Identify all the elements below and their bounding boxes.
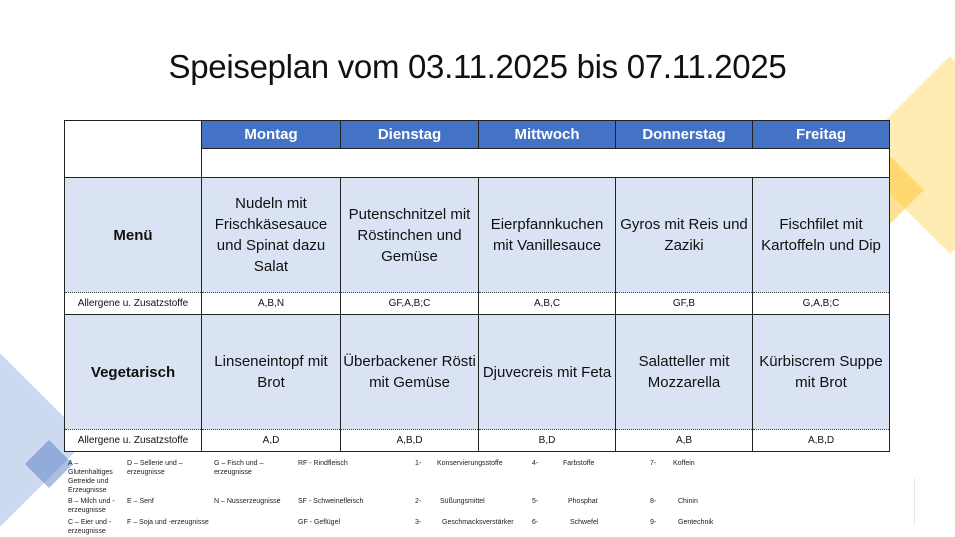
legend-num: 2- [415,498,422,505]
dish-cell: Djuvecreis mit Feta [478,314,616,430]
day-header: Donnerstag [615,120,753,149]
allergen-cell: GF,A,B;C [340,292,479,315]
allergen-row: Allergene u. Zusatzstoffe A,B,N GF,A,B;C… [64,292,890,315]
legend-item: Chinin [678,498,698,505]
legend-item: SF - Schweinefleisch [298,498,364,505]
legend-num: 4- [532,460,539,467]
dish-cell: Gyros mit Reis und Zaziki [615,177,753,293]
legend-num: 7- [650,460,657,467]
dish-cell: Überbackener Rösti mit Gemüse [340,314,479,430]
legend-item: Gentechnik [678,519,714,526]
legend-item: RF - Rindfleisch [298,460,348,467]
legend-num: 1- [415,460,422,467]
allergen-cell: A,D [201,429,341,452]
dish-cell: Fischfilet mit Kartoffeln und Dip [752,177,890,293]
day-header: Montag [201,120,341,149]
header-row: Montag Dienstag Mittwoch Donnerstag Frei… [64,120,890,178]
legend-item: E – Senf [127,498,154,505]
legend-item: GF - Geflügel [298,519,341,526]
allergen-cell: A,B,C [478,292,616,315]
allergen-cell: G,A,B;C [752,292,890,315]
dish-cell: Putenschnitzel mit Röstinchen und Gemüse [340,177,479,293]
dish-cell: Salatteller mit Mozzarella [615,314,753,430]
allergen-cell: B,D [478,429,616,452]
dish-cell: Eierpfannkuchen mit Vanillesauce [478,177,616,293]
legend-num: 8- [650,498,657,505]
allergen-cell: A,B [615,429,753,452]
dish-cell: Linseneintopf mit Brot [201,314,341,430]
day-header: Freitag [752,120,890,149]
legend-item: G – Fisch und –erzeugnisse [214,460,264,476]
legend-item: F – Soja und -erzeugnisse [127,519,209,526]
day-header: Mittwoch [478,120,616,149]
allergen-cell: A,B,D [752,429,890,452]
dish-cell: Kürbiscrem Suppe mit Brot [752,314,890,430]
allergen-label: Allergene u. Zusatzstoffe [64,292,202,315]
legend-item: Süßungsmittel [440,498,485,505]
legend-item: B – Milch und -erzeugnisse [68,498,115,514]
legend-item: N – Nusserzeugnisse [214,498,281,505]
logo [914,478,939,526]
legend-item: Phosphat [568,498,598,505]
allergen-cell: GF,B [615,292,753,315]
vegetarian-row: Vegetarisch Linseneintopf mit Brot Überb… [64,314,890,430]
allergen-label: Allergene u. Zusatzstoffe [64,429,202,452]
legend-num: 5- [532,498,539,505]
corner-cell [64,120,202,178]
legend-item: Schwefel [570,519,599,526]
blank-row [201,148,890,178]
allergen-row: Allergene u. Zusatzstoffe A,D A,B,D B,D … [64,429,890,452]
legend-item: Koffein [673,460,695,467]
menu-row: Menü Nudeln mit Frischkäsesauce und Spin… [64,177,890,293]
legend-item: A – Glutenhaltiges Getreide und Erzeugni… [68,460,113,494]
legend-item: Farbstoffe [563,460,595,467]
row-label: Vegetarisch [64,314,202,430]
page-title: Speiseplan vom 03.11.2025 bis 07.11.2025 [168,48,787,85]
day-header: Dienstag [340,120,479,149]
allergen-cell: A,B,N [201,292,341,315]
menu-table: Montag Dienstag Mittwoch Donnerstag Frei… [64,120,890,452]
legend-item: Geschmacksverstärker [442,519,514,526]
legend-item: Konservierungsstoffe [437,460,503,467]
legend-item: C – Eier und -erzeugnisse [68,519,112,535]
allergen-cell: A,B,D [340,429,479,452]
legend-num: 3- [415,519,422,526]
row-label: Menü [64,177,202,293]
legend-item: D – Sellerie und –erzeugnisse [127,460,183,476]
legend-num: 6- [532,519,539,526]
dish-cell: Nudeln mit Frischkäsesauce und Spinat da… [201,177,341,293]
legend-num: 9- [650,519,657,526]
